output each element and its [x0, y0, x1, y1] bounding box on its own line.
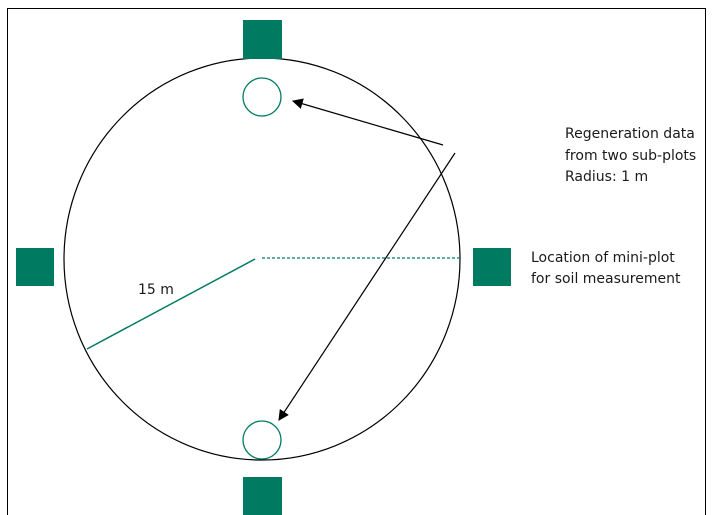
mini-plot: [16, 248, 54, 286]
plot-circle: [63, 57, 461, 461]
label: Radius: 1 m: [565, 169, 648, 185]
mini-plot: [243, 477, 282, 515]
label: Regeneration data: [565, 126, 695, 142]
radius-line: [86, 258, 256, 350]
label: 15 m: [138, 282, 174, 298]
frame: [7, 8, 706, 515]
label: Location of mini-plot: [531, 250, 675, 266]
arrow: [291, 98, 444, 146]
label: for soil measurement: [531, 271, 681, 287]
label: from two sub-plots: [565, 148, 696, 164]
sub-plot: [242, 420, 282, 460]
mini-plot: [473, 248, 511, 286]
mini-plot: [243, 20, 282, 59]
sub-plot: [242, 77, 282, 117]
arrow: [278, 152, 456, 421]
